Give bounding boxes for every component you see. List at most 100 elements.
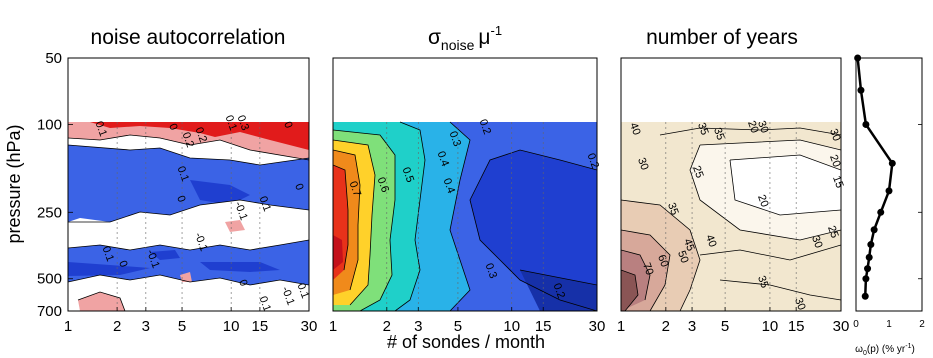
omega-profile-point <box>862 275 870 283</box>
omega-profile-point <box>861 292 869 300</box>
contour-label: 0 <box>281 120 294 130</box>
panel-a-frame <box>67 57 310 312</box>
contour-label: 0.1 <box>100 245 117 263</box>
contour-label: 40 <box>627 121 642 137</box>
contour-label: 35 <box>755 274 770 290</box>
x-tick-label: 5 <box>721 318 729 335</box>
x-tick-label: 15 <box>252 318 269 335</box>
panel-noise-autocorrelation: noise autocorrelation <box>37 26 317 335</box>
contour-label: 0.4 <box>435 150 452 168</box>
contour-label: 0.2 <box>193 126 210 144</box>
contour-label: 0.2 <box>477 118 494 136</box>
contour-label: 25 <box>825 224 840 240</box>
contour-label: 0 <box>292 182 305 192</box>
x-tick-label: 10 <box>762 318 779 335</box>
x-tick-label: 1 <box>64 318 72 335</box>
omega-profile-point <box>864 265 872 273</box>
contour-label: 0.6 <box>375 176 392 194</box>
panel-b-x-ticks: 1 2 3 5 10 15 30 <box>329 122 606 335</box>
contour-label: 30 <box>635 156 650 172</box>
contour-label: 0.3 <box>447 130 464 148</box>
contour-label: 15 <box>830 174 845 190</box>
x-tick-label: 1 <box>329 318 337 335</box>
contour-label: 0.1 <box>175 165 192 183</box>
panel-a-x-ticks: 1 2 3 5 10 15 30 <box>64 122 317 335</box>
contour-label: 20 <box>755 193 770 209</box>
contour-label: 0.3 <box>235 114 252 132</box>
panel-a-title: noise autocorrelation <box>91 26 286 49</box>
omega-profile-line <box>854 54 922 312</box>
panel-a-y-ticks: 50 100 250 500 700 <box>37 50 73 320</box>
contour-label: 0 <box>166 122 179 132</box>
panel-sigma-noise: σnoise μ-1 0.20.30.40.40. <box>329 23 606 335</box>
contour-label: 20 <box>827 153 842 169</box>
contour-label: 30 <box>809 234 824 250</box>
x-tick-label: 3 <box>414 318 422 335</box>
panel-d-x-ticks: 0 1 2 <box>853 319 925 330</box>
contour-label: 0.1 <box>257 195 274 213</box>
y-axis-label: pressure (hPa) <box>4 124 24 243</box>
panel-omega-profile: 0 1 2 ω0(p) (% yr-1) <box>853 54 925 357</box>
omega-profile-point <box>877 208 885 216</box>
contour-label: 20 <box>745 119 760 135</box>
panel-b-contour-labels: 0.2 0.3 0.4 0.4 0.5 0.6 0.7 0.3 0.2 0.2 <box>347 118 602 300</box>
x-tick-label: 3 <box>688 318 696 335</box>
x-tick-label: 2 <box>113 318 121 335</box>
omega-profile-point <box>867 241 875 249</box>
contour-label: 0.1 <box>295 282 312 300</box>
contour-label: 0.1 <box>223 114 240 132</box>
y-tick-label: 700 <box>37 303 62 320</box>
x-tick-label: 3 <box>142 318 150 335</box>
y-tick-label: 500 <box>37 271 62 288</box>
contour-label: 50 <box>675 249 690 265</box>
contour-label: 30 <box>827 127 842 143</box>
x-tick-label: 30 <box>833 318 850 335</box>
panel-d-xlabel: ω0(p) (% yr-1) <box>855 343 915 357</box>
x-tick-label: 5 <box>178 318 186 335</box>
x-tick-label: 15 <box>535 318 552 335</box>
x-tick-label: 1 <box>617 318 625 335</box>
x-tick-label: 10 <box>503 318 520 335</box>
contour-label: 35 <box>665 201 680 217</box>
contour-label: 0.2 <box>551 282 568 300</box>
contour-label: 70 <box>640 261 655 277</box>
x-tick-label: 10 <box>223 318 240 335</box>
contour-label: 0.2 <box>180 131 197 149</box>
panel-b-title: σnoise μ-1 <box>428 23 502 53</box>
contour-label: 35 <box>695 121 710 137</box>
panel-a-contours <box>68 122 309 311</box>
x-tick-label: 1 <box>886 319 892 330</box>
panel-c-frame <box>620 57 842 312</box>
contour-label: 35 <box>711 126 726 142</box>
omega-profile-point <box>865 253 873 261</box>
contour-label: 30 <box>755 119 770 135</box>
panel-b-contours <box>333 121 597 311</box>
contour-label: 60 <box>655 253 670 269</box>
contour-label: 25 <box>690 164 705 180</box>
contour-label: 0.7 <box>347 180 364 198</box>
omega-profile-point <box>870 226 878 234</box>
contour-label: 0.3 <box>483 262 500 280</box>
x-tick-label: 30 <box>589 318 606 335</box>
contour-label: 0.1 <box>257 295 274 313</box>
contour-label: 0.4 <box>441 177 458 195</box>
omega-profile-point <box>888 159 896 167</box>
x-tick-label: 0 <box>853 319 859 330</box>
x-axis-label: # of sondes / month <box>387 332 545 352</box>
omega-profile-point <box>885 187 893 195</box>
contour-label: 0 <box>174 194 187 204</box>
panel-c-x-ticks: 1 2 3 5 10 15 30 <box>617 122 850 335</box>
contour-label: 45 <box>681 237 696 253</box>
contour-label: 0 <box>236 278 249 288</box>
contour-label: 0.2 <box>585 152 602 170</box>
omega-profile-point <box>857 86 865 94</box>
y-tick-label: 50 <box>45 50 62 67</box>
panel-b-frame <box>332 57 598 312</box>
omega-profile-point <box>862 120 870 128</box>
x-tick-label: 2 <box>383 318 391 335</box>
x-tick-label: 2 <box>662 318 670 335</box>
panel-c-title: number of years <box>646 26 798 49</box>
contour-label: 0 <box>116 259 129 269</box>
